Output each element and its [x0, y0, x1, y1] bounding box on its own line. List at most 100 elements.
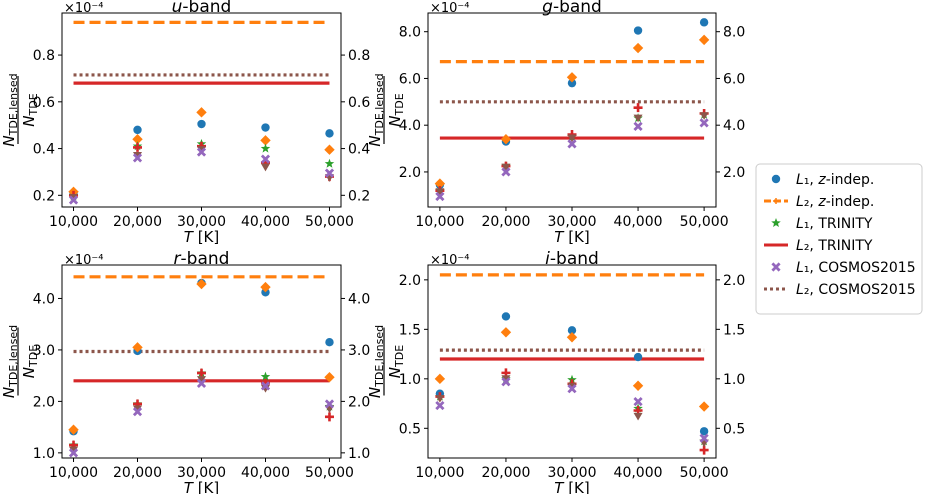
x-tick-label: 50,000	[680, 214, 729, 230]
scale-label: ×10⁻⁴	[430, 1, 470, 16]
marker-plus	[197, 368, 206, 378]
marker-circle	[325, 129, 334, 138]
marker-tri	[197, 376, 206, 384]
y-tick-label: 4.0	[33, 291, 55, 307]
y-tick-label: 0.5	[399, 421, 421, 437]
marker-diamond	[434, 373, 446, 385]
marker-x	[196, 378, 207, 388]
y-tick-label: 1.5	[399, 322, 421, 338]
marker-circle	[261, 123, 270, 132]
axes-frame	[61, 264, 342, 459]
marker-diamond	[196, 278, 207, 290]
panel-i-band: 10,000 20,000 30,000 40,000 50,000 0.5 0.5 1.0 1…	[366, 249, 745, 497]
marker-tri	[633, 412, 643, 421]
y-tick-label: 1.0	[33, 446, 55, 462]
y-tick-label-right: 0.6	[348, 95, 370, 111]
marker-x	[324, 168, 335, 178]
marker-x	[699, 118, 709, 128]
panel-g-band: 10,000 20,000 30,000 40,000 50,000 2.0 2.0 4.0 4…	[366, 0, 745, 246]
y-tick-label-right: 1.0	[723, 372, 745, 388]
x-tick-label: 30,000	[548, 465, 597, 481]
marker-tri	[435, 188, 445, 196]
marker-diamond	[632, 380, 644, 391]
marker-diamond	[500, 134, 512, 145]
x-tick-label: 10,000	[49, 214, 98, 230]
marker-circle	[567, 326, 577, 335]
marker-circle	[633, 26, 643, 35]
legend-item-L2_zindep: L₂, z-indep.	[764, 194, 874, 210]
marker-circle	[133, 125, 142, 135]
marker-x	[699, 433, 709, 443]
marker-x	[196, 147, 207, 157]
y-tick-label: 2.0	[399, 273, 421, 289]
y-tick-label-right: 6.0	[723, 71, 745, 87]
marker-circle	[699, 427, 709, 436]
marker-x	[68, 448, 79, 458]
legend-item-L1_zindep: L₁, z-indep.	[771, 172, 874, 188]
x-tick-label: 30,000	[177, 465, 226, 481]
marker-diamond	[566, 72, 578, 83]
x-tick-label: 50,000	[680, 465, 729, 481]
marker-star	[260, 371, 271, 381]
marker-diamond	[698, 34, 710, 46]
marker-circle	[325, 338, 334, 347]
legend-item-L2_trinity: L₂, TRINITY	[764, 238, 873, 254]
y-tick-label-right: 4.0	[348, 291, 370, 307]
legend-marker	[771, 218, 781, 228]
marker-plus	[324, 412, 334, 422]
x-tick-label: 40,000	[241, 465, 290, 481]
marker-diamond	[260, 135, 271, 146]
y-tick-label: 0.4	[33, 142, 55, 158]
marker-diamond	[260, 281, 271, 293]
legend: L₁, z-indep. L₂, z-indep. L₁, TRINITY L₂, T…	[755, 163, 923, 315]
y-tick-label: 0.2	[33, 188, 55, 204]
y-label-numerator: NTDE,lensed	[366, 325, 386, 398]
marker-tri	[501, 163, 511, 172]
marker-tri	[133, 405, 143, 414]
y-tick-label-right: 0.8	[348, 48, 370, 64]
marker-circle	[501, 312, 511, 321]
x-tick-label: 30,000	[177, 214, 226, 230]
marker-x	[567, 384, 577, 394]
marker-x	[132, 153, 143, 163]
y-tick-label-right: 0.2	[348, 188, 370, 204]
y-tick-label-right: 0.5	[723, 421, 745, 437]
y-tick-label-right: 0.4	[348, 142, 370, 158]
y-tick-label: 6.0	[399, 71, 421, 87]
y-tick-label: 2.0	[33, 394, 55, 410]
y-axis-label: NTDE,lensed NTDE	[366, 73, 406, 146]
axes-frame	[427, 12, 717, 208]
marker-x	[633, 121, 643, 131]
y-axis-label: NTDE,lensed NTDE	[366, 325, 406, 398]
marker-diamond	[132, 134, 143, 145]
x-tick-label: 50,000	[305, 214, 354, 230]
legend-label: L₂, COSMOS2015	[796, 282, 916, 298]
y-tick-label-right: 8.0	[723, 25, 745, 41]
marker-tri	[69, 446, 79, 455]
y-tick-label-right: 2.0	[723, 165, 745, 181]
x-tick-label: 10,000	[415, 214, 464, 230]
marker-diamond	[632, 42, 644, 54]
marker-tri	[435, 395, 445, 403]
panel-r-band: 10,000 20,000 30,000 40,000 50,000 1.0 1.0 2.0 2…	[0, 249, 370, 497]
panel-title: i-band	[545, 249, 599, 269]
marker-diamond	[196, 107, 207, 118]
x-tick-label: 20,000	[113, 465, 162, 481]
y-tick-label-right: 2.0	[348, 394, 370, 410]
marker-diamond	[500, 327, 512, 338]
x-tick-label: 10,000	[49, 465, 98, 481]
marker-x	[501, 167, 511, 177]
x-axis-label: T [K]	[184, 228, 219, 246]
y-label-denominator: NTDE	[20, 345, 40, 378]
marker-x	[132, 407, 143, 417]
marker-x	[567, 139, 577, 149]
marker-diamond	[566, 332, 578, 343]
marker-x	[260, 154, 271, 164]
y-tick-label-right: 4.0	[723, 118, 745, 134]
y-tick-label-right: 2.0	[723, 273, 745, 289]
marker-diamond	[132, 342, 143, 353]
y-tick-label: 8.0	[399, 25, 421, 41]
x-tick-label: 40,000	[614, 465, 663, 481]
marker-x	[435, 400, 445, 411]
